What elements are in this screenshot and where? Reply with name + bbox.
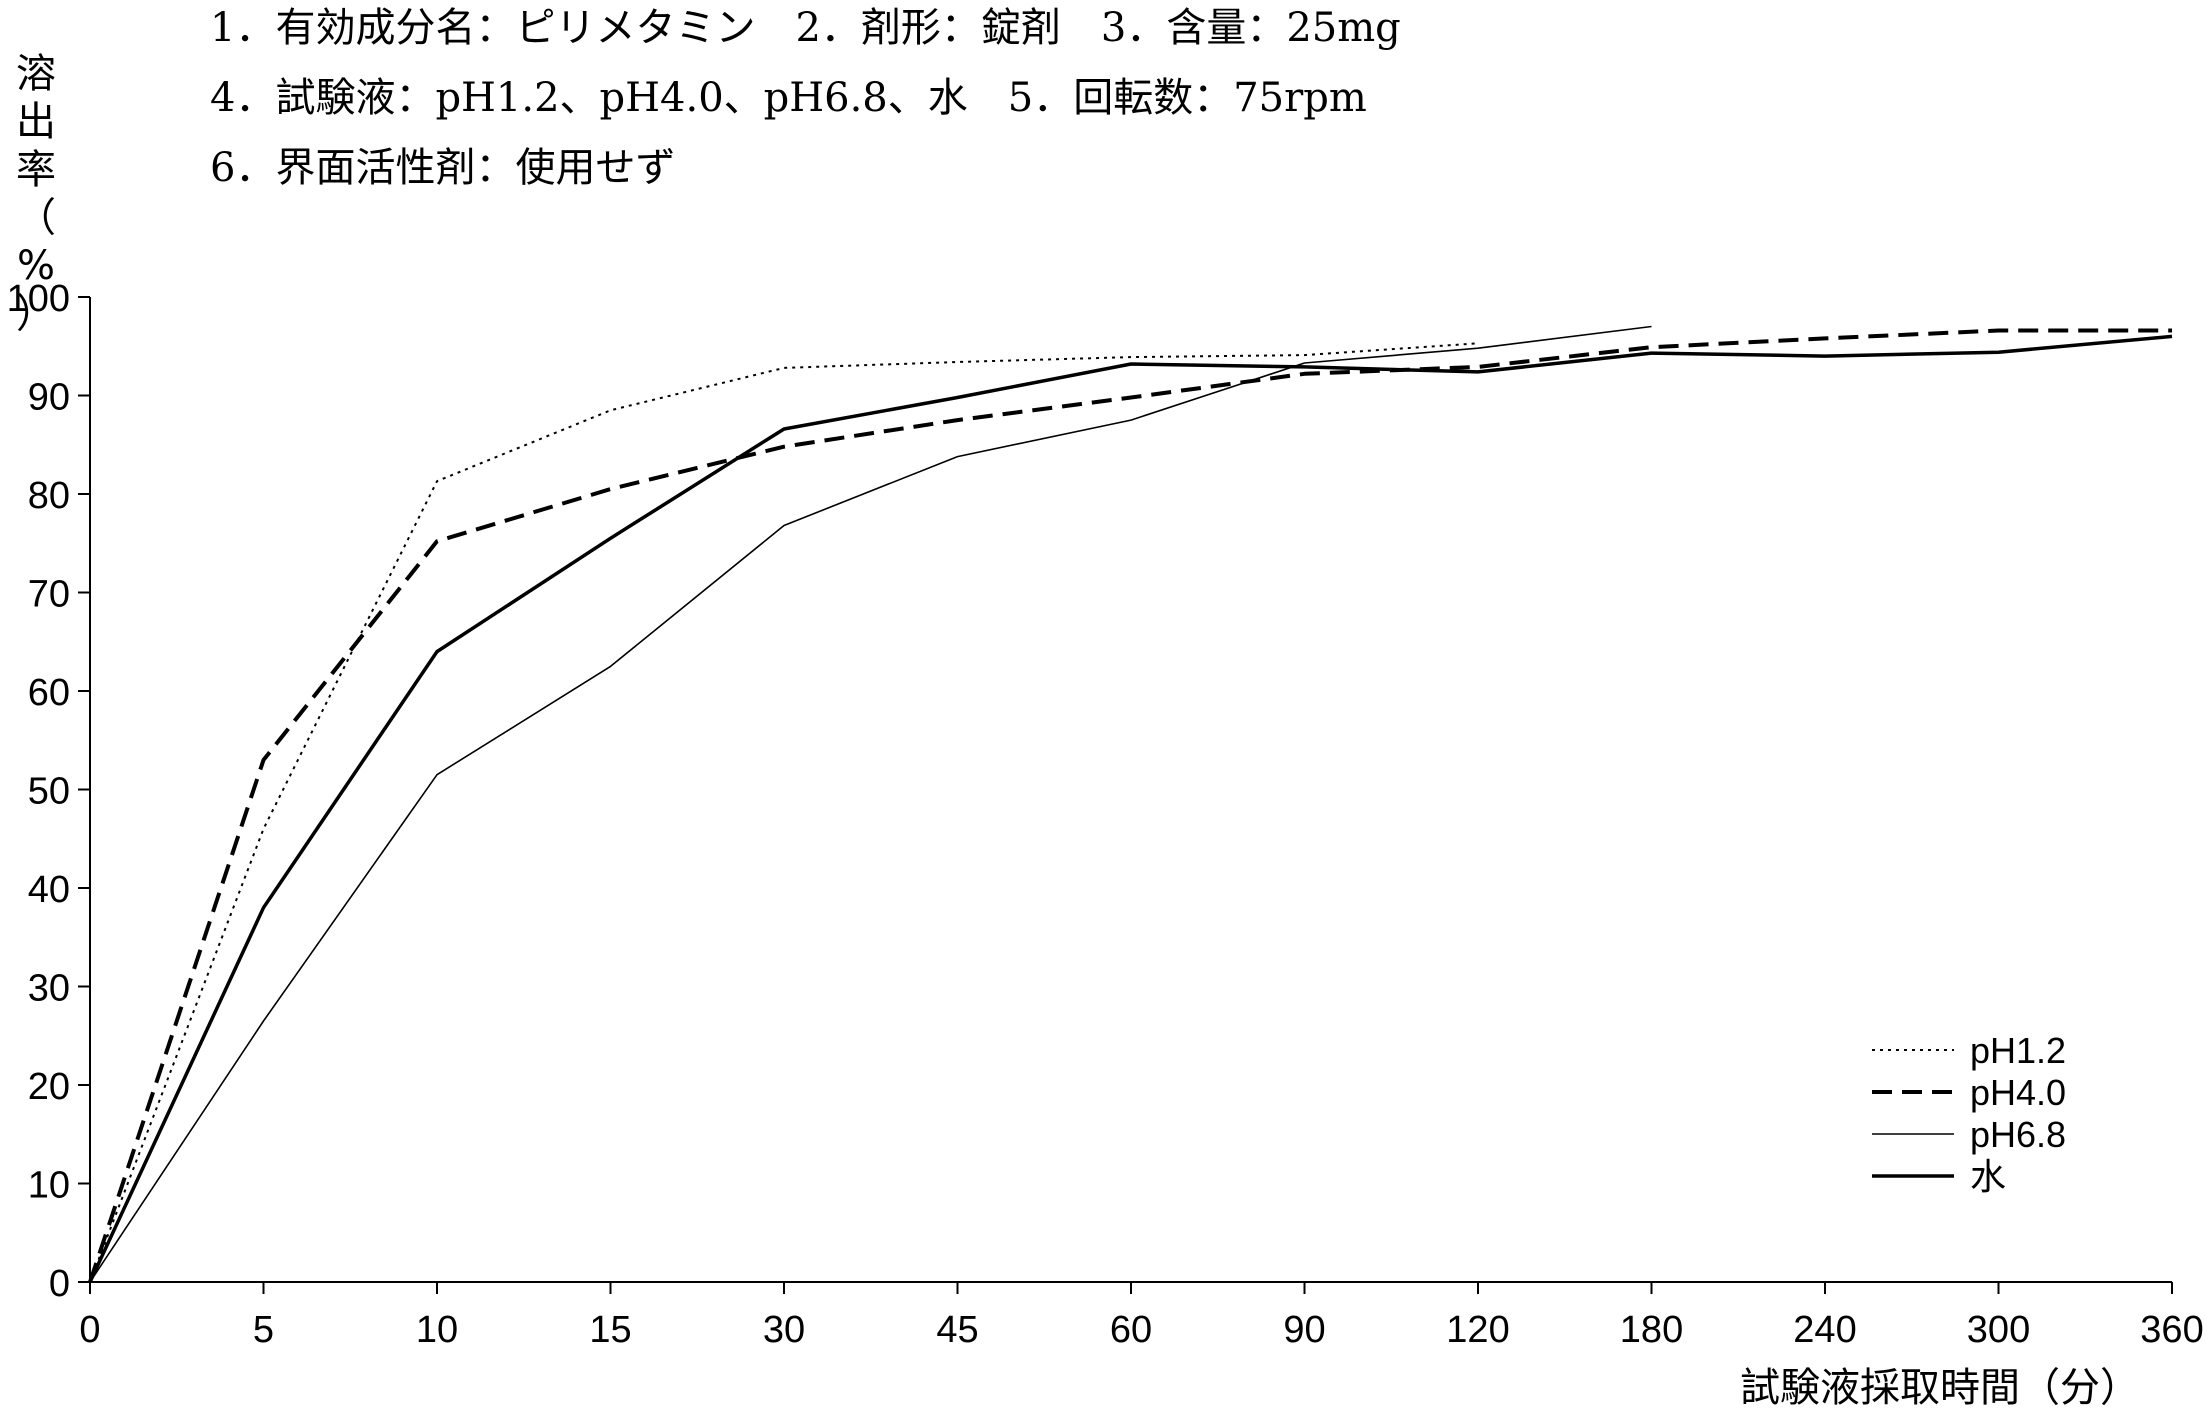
x-tick-label: 5 [253, 1309, 274, 1351]
y-axis-label-char: ） [16, 291, 56, 337]
x-axis-label: 試験液採取時間（分） [1740, 1365, 2140, 1411]
x-tick-label: 180 [1620, 1309, 1683, 1351]
series-line-1 [89, 342, 1479, 1283]
series-line-3 [89, 325, 1652, 1283]
x-tick-label: 10 [416, 1309, 458, 1351]
y-tick-label: 70 [28, 574, 70, 616]
x-tick-label: 120 [1446, 1309, 1509, 1351]
x-tick-label: 60 [1110, 1309, 1152, 1351]
y-tick-label: 20 [28, 1066, 70, 1108]
y-tick-label: 60 [28, 672, 70, 714]
y-axis-label-char: 溶 [16, 51, 56, 97]
legend-label: pH1.2 [1970, 1030, 2066, 1071]
y-tick-label: 90 [28, 377, 70, 419]
legend-label: pH6.8 [1970, 1114, 2066, 1155]
y-tick-label: 30 [28, 968, 70, 1010]
legend-label: pH4.0 [1970, 1072, 2066, 1113]
y-tick-label: 0 [49, 1263, 70, 1305]
x-tick-label: 15 [589, 1309, 631, 1351]
y-axis-label: 溶出率（%） [14, 50, 58, 338]
y-axis-label-char: 率 [16, 147, 56, 193]
test-conditions-line-2: 4．試験液：pH1.2、pH4.0、pH6.8、水 5．回転数：75rpm [210, 75, 1367, 121]
test-conditions-line-1: 1．有効成分名：ピリメタミン 2．剤形：錠剤 3．含量：25mg [210, 5, 1401, 51]
x-tick-label: 45 [936, 1309, 978, 1351]
y-tick-label: 80 [28, 475, 70, 517]
x-tick-label: 30 [763, 1309, 805, 1351]
x-tick-label: 90 [1283, 1309, 1325, 1351]
y-tick-label: 10 [28, 1165, 70, 1207]
y-axis-label-char: % [16, 243, 55, 289]
y-tick-label: 40 [28, 869, 70, 911]
y-axis-label-char: （ [16, 195, 56, 241]
series-line-4 [88, 334, 2173, 1283]
x-tick-label: 360 [2140, 1309, 2203, 1351]
test-conditions-line-3: 6．界面活性剤：使用せず [210, 145, 676, 191]
x-tick-label: 240 [1793, 1309, 1856, 1351]
legend-label: 水 [1970, 1156, 2006, 1197]
y-tick-label: 100 [7, 278, 70, 320]
x-tick-label: 0 [79, 1309, 100, 1351]
y-tick-label: 50 [28, 771, 70, 813]
series-line-2 [88, 328, 2172, 1283]
y-axis-label-char: 出 [16, 99, 56, 145]
x-tick-label: 300 [1967, 1309, 2030, 1351]
